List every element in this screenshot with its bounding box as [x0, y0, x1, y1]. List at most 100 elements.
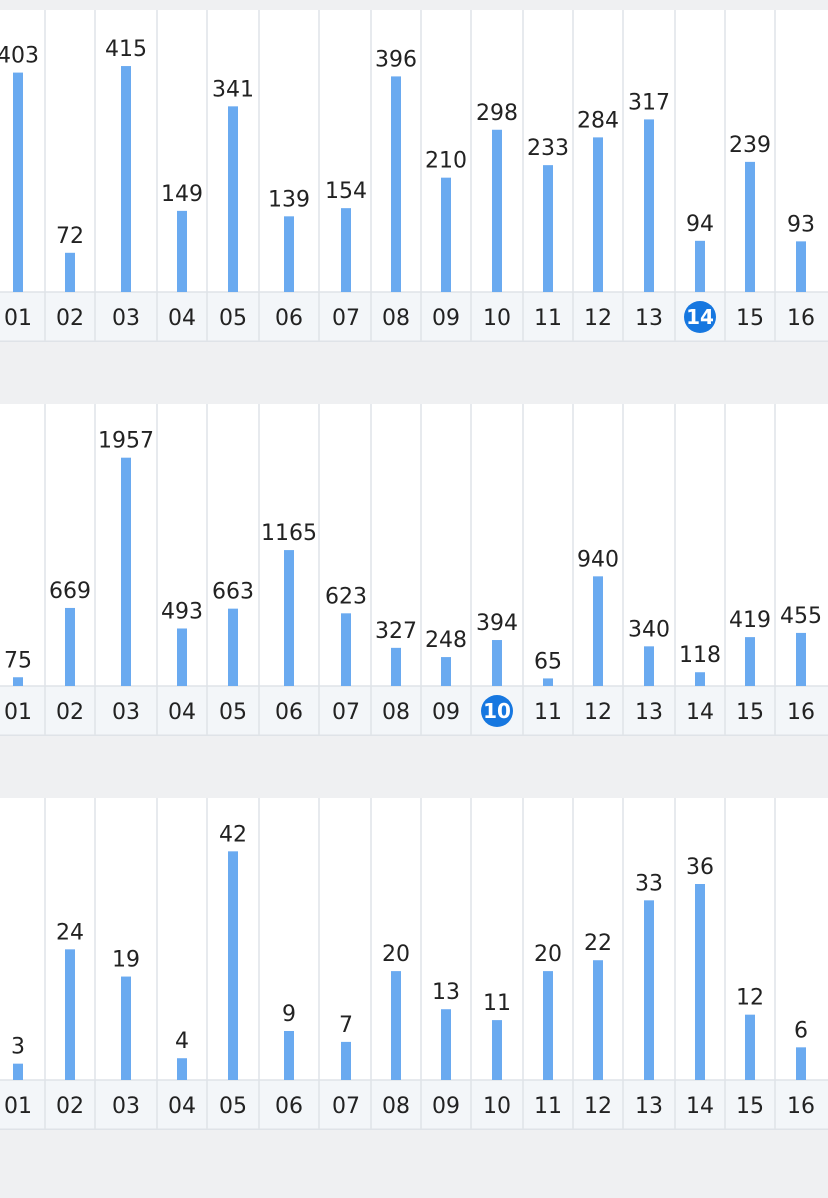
data-label-04: 493: [161, 599, 203, 624]
bar-02: [65, 607, 75, 686]
chart-panel-2: 75 669 1957 493 663 1165 623 327 248 394 65 940 340 1…: [0, 404, 828, 736]
tick-label-14: 14: [686, 700, 714, 725]
data-label-10: 11: [483, 991, 511, 1016]
tick-label-08: 08: [382, 1094, 410, 1119]
bar-04: [177, 628, 187, 686]
data-label-11: 65: [534, 649, 562, 674]
tick-label-11: 11: [534, 700, 562, 725]
data-label-04: 149: [161, 182, 203, 207]
bar-09: [441, 177, 451, 292]
data-label-13: 33: [635, 871, 663, 896]
tick-label-03: 03: [112, 1094, 140, 1119]
data-label-09: 13: [432, 980, 460, 1005]
bar-16: [796, 241, 806, 292]
data-label-15: 419: [729, 608, 771, 633]
bar-02: [65, 949, 75, 1080]
bar-11: [543, 165, 553, 292]
data-label-07: 154: [325, 179, 367, 204]
tick-label-08: 08: [382, 306, 410, 331]
bar-02: [65, 252, 75, 292]
data-label-06: 9: [282, 1002, 296, 1027]
data-label-05: 341: [212, 77, 254, 102]
data-label-08: 327: [375, 619, 417, 644]
bar-07: [341, 613, 351, 686]
data-label-16: 455: [780, 604, 822, 629]
tick-label-03: 03: [112, 306, 140, 331]
data-label-13: 317: [628, 90, 670, 115]
bar-12: [593, 137, 603, 292]
tick-label-15: 15: [736, 1094, 764, 1119]
x-axis-strip: [0, 686, 828, 736]
highlight-badge-14: [684, 301, 716, 333]
data-label-02: 669: [49, 579, 91, 604]
tick-label-04: 04: [168, 1094, 196, 1119]
tick-label-01: 01: [4, 700, 32, 725]
bar-08: [391, 971, 401, 1080]
bar-06: [284, 1031, 294, 1080]
bar-01: [13, 677, 23, 686]
tick-label-12: 12: [584, 1094, 612, 1119]
tick-label-06: 06: [275, 306, 303, 331]
data-label-14: 118: [679, 643, 721, 668]
data-label-14: 36: [686, 855, 714, 880]
bar-03: [121, 457, 131, 686]
bar-04: [177, 1058, 187, 1080]
bar-13: [644, 900, 654, 1080]
bar-06: [284, 216, 294, 292]
tick-label-07: 07: [332, 306, 360, 331]
tick-label-13: 13: [635, 700, 663, 725]
bar-06: [284, 550, 294, 686]
data-label-16: 6: [794, 1018, 808, 1043]
tick-label-10: 10: [483, 306, 511, 331]
tick-label-08: 08: [382, 700, 410, 725]
bar-13: [644, 119, 654, 293]
data-label-02: 24: [56, 920, 84, 945]
data-label-01: 3: [11, 1035, 25, 1060]
tick-label-02: 02: [56, 1094, 84, 1119]
bar-08: [391, 647, 401, 686]
bar-10: [492, 1020, 502, 1080]
tick-label-14: 14: [686, 1094, 714, 1119]
tick-label-16: 16: [787, 1094, 815, 1119]
bar-chart-2: 75 669 1957 493 663 1165 623 327 248 394 65 940 340 1…: [0, 404, 828, 736]
data-label-04: 4: [175, 1029, 189, 1054]
bar-14: [695, 672, 705, 686]
bar-10: [492, 129, 502, 292]
data-label-12: 22: [584, 931, 612, 956]
x-axis-strip: [0, 1080, 828, 1130]
data-label-15: 12: [736, 986, 764, 1011]
bar-03: [121, 66, 131, 292]
tick-label-02: 02: [56, 700, 84, 725]
data-label-03: 1957: [98, 429, 154, 454]
tick-label-13: 13: [635, 1094, 663, 1119]
data-label-02: 72: [56, 224, 84, 249]
bar-09: [441, 657, 451, 686]
bar-chart-1: 403 72 415 149 341 139 154 396 210 298 233 284 317 94…: [0, 10, 828, 342]
tick-label-15: 15: [736, 700, 764, 725]
data-label-10: 394: [476, 611, 518, 636]
data-label-12: 940: [577, 547, 619, 572]
tick-label-12: 12: [584, 306, 612, 331]
data-label-07: 623: [325, 584, 367, 609]
bar-10: [492, 640, 502, 686]
bar-chart-3: 3 24 19 4 42 9 7 20 13 11 20 22 33 36 12 6 01 02 03 04 05 06 0…: [0, 798, 828, 1130]
tick-label-11: 11: [534, 306, 562, 331]
data-label-11: 20: [534, 942, 562, 967]
tick-label-10: 10: [483, 1094, 511, 1119]
tick-label-04: 04: [168, 306, 196, 331]
tick-label-16: 16: [787, 700, 815, 725]
tick-label-03: 03: [112, 700, 140, 725]
bar-01: [13, 72, 23, 292]
data-label-09: 248: [425, 628, 467, 653]
tick-label-13: 13: [635, 306, 663, 331]
bar-05: [228, 106, 238, 292]
bar-05: [228, 608, 238, 686]
data-label-16: 93: [787, 212, 815, 237]
data-label-06: 1165: [261, 521, 317, 546]
tick-label-12: 12: [584, 700, 612, 725]
tick-label-07: 07: [332, 1094, 360, 1119]
highlight-badge-10: [481, 695, 513, 727]
data-label-07: 7: [339, 1013, 353, 1038]
bar-07: [341, 1041, 351, 1080]
bar-14: [695, 884, 705, 1080]
